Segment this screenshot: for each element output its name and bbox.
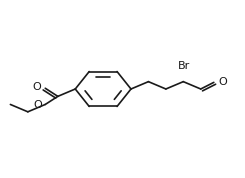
Text: Br: Br [178, 61, 190, 71]
Text: O: O [34, 100, 42, 110]
Text: O: O [33, 82, 41, 92]
Text: O: O [218, 77, 227, 87]
